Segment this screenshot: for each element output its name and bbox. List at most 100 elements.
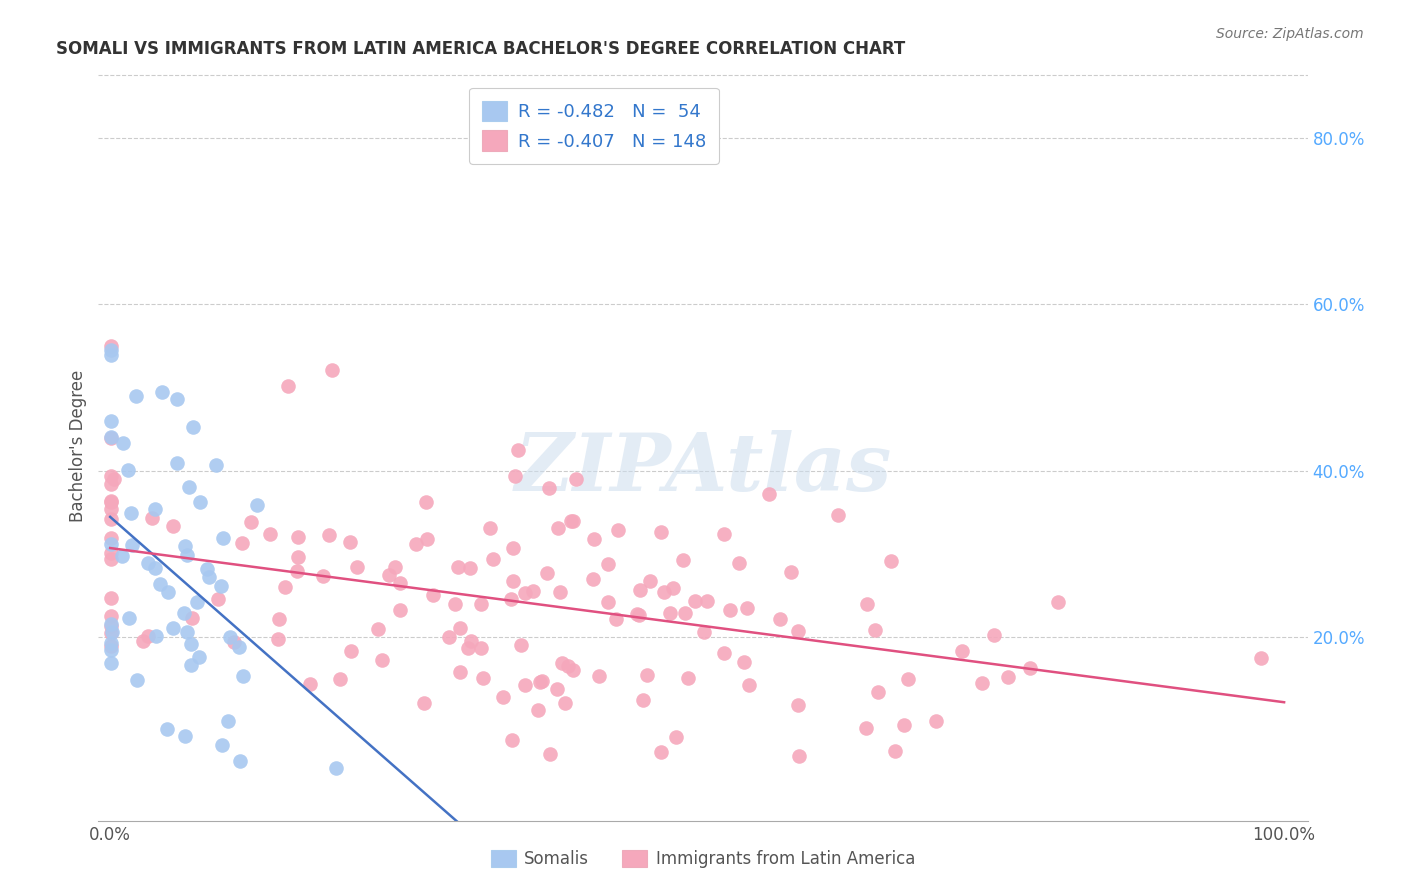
Point (100, 493, 122, 508)
Point (787, 748, 810, 763)
Point (174, 729, 197, 743)
Point (950, 644, 973, 658)
Point (100, 495, 122, 509)
Point (100, 430, 122, 444)
Point (346, 560, 368, 574)
Point (100, 468, 122, 483)
Point (232, 669, 254, 683)
Point (472, 671, 495, 685)
Point (638, 574, 661, 589)
Point (863, 623, 886, 637)
Point (188, 495, 211, 509)
Point (738, 678, 761, 692)
Point (100, 501, 122, 516)
Point (515, 586, 537, 600)
Point (100, 636, 122, 650)
Point (769, 611, 792, 625)
Point (277, 379, 299, 393)
Point (145, 629, 167, 643)
Point (166, 392, 188, 406)
Point (758, 487, 780, 501)
Point (779, 566, 801, 580)
Point (548, 584, 571, 599)
Point (501, 733, 523, 747)
Point (458, 561, 481, 575)
Point (209, 579, 232, 593)
Point (162, 518, 184, 533)
Point (880, 554, 903, 568)
Point (136, 629, 159, 643)
Point (339, 643, 361, 657)
Point (529, 674, 551, 689)
Point (897, 672, 920, 686)
Point (551, 656, 574, 670)
Point (121, 537, 143, 551)
Point (285, 564, 308, 578)
Point (650, 745, 672, 759)
Point (174, 540, 197, 554)
Point (972, 676, 994, 690)
Point (339, 535, 361, 549)
Point (713, 646, 735, 660)
Point (240, 515, 263, 529)
Point (218, 630, 240, 644)
Point (274, 581, 297, 595)
Point (422, 589, 444, 603)
Point (457, 641, 479, 656)
Point (100, 431, 122, 445)
Point (676, 671, 699, 685)
Point (582, 572, 605, 586)
Point (181, 611, 204, 625)
Point (855, 722, 877, 736)
Point (211, 739, 233, 753)
Point (827, 508, 849, 523)
Point (482, 552, 505, 566)
Point (100, 617, 122, 632)
Point (536, 566, 558, 580)
Point (100, 619, 122, 633)
Point (188, 649, 211, 664)
Point (509, 638, 531, 652)
Point (526, 702, 548, 716)
Point (531, 673, 554, 688)
Point (560, 515, 582, 529)
Point (118, 611, 141, 625)
Point (131, 634, 153, 648)
Point (166, 456, 188, 470)
Point (246, 498, 269, 512)
Point (103, 472, 125, 486)
Point (506, 442, 529, 457)
Point (389, 576, 412, 591)
Point (389, 603, 412, 617)
Point (718, 602, 741, 616)
Point (267, 612, 290, 626)
Point (176, 624, 198, 639)
Point (588, 669, 610, 683)
Legend: R = -0.482   N =  54, R = -0.407   N = 148: R = -0.482 N = 54, R = -0.407 N = 148 (470, 88, 718, 164)
Point (449, 665, 471, 680)
Point (449, 621, 471, 635)
Point (673, 607, 696, 621)
Point (652, 585, 675, 599)
Point (546, 682, 568, 697)
Point (183, 419, 205, 434)
Point (868, 685, 890, 699)
Point (141, 511, 163, 525)
Point (100, 608, 122, 623)
Point (696, 594, 718, 608)
Point (554, 697, 576, 711)
Point (125, 388, 148, 402)
Point (537, 481, 560, 495)
Point (659, 606, 682, 620)
Point (557, 659, 579, 673)
Point (583, 532, 606, 546)
Point (547, 521, 569, 535)
Point (287, 549, 309, 564)
Point (1018, 661, 1040, 675)
Y-axis label: Bachelor's Degree: Bachelor's Degree (69, 370, 87, 522)
Point (538, 747, 561, 761)
Point (662, 582, 685, 596)
Point (672, 553, 695, 567)
Point (100, 656, 122, 670)
Point (983, 628, 1005, 642)
